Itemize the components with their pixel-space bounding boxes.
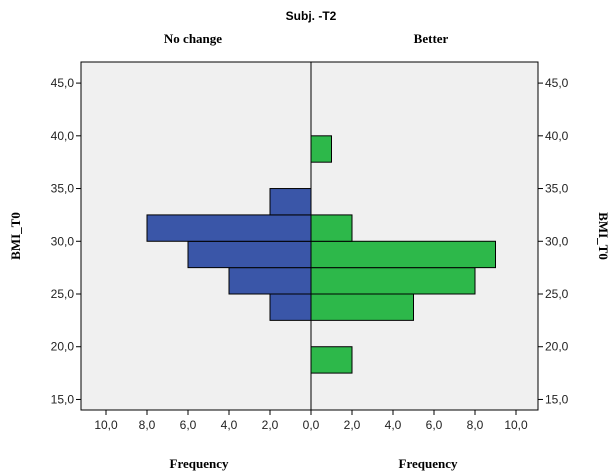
- bar-better-3: [310, 240, 496, 269]
- x-axis-title-left: Frequency: [170, 456, 229, 471]
- plot-frame: [80, 61, 539, 411]
- y-tick-label-left: 30,0: [51, 234, 75, 248]
- x-tick-label-left: 8,0: [139, 418, 156, 432]
- bar-better-4: [310, 214, 353, 242]
- y-tick-label-right: 30,0: [545, 234, 569, 248]
- bar-no-change-4: [269, 188, 312, 216]
- bar-no-change-0: [269, 293, 312, 321]
- panel-label-better: Better: [414, 31, 449, 46]
- bar-better-0: [310, 346, 353, 374]
- y-tick-label-left: 20,0: [51, 340, 75, 354]
- x-tick-label-right: 6,0: [426, 418, 443, 432]
- y-tick-label-right: 15,0: [545, 392, 569, 406]
- bar-better-1: [310, 293, 414, 321]
- y-tick-label-right: 20,0: [545, 340, 569, 354]
- y-tick-label-left: 25,0: [51, 287, 75, 301]
- x-tick-label-left: 2,0: [262, 418, 279, 432]
- panel-label-no-change: No change: [164, 31, 222, 46]
- x-tick-label-left: 6,0: [180, 418, 197, 432]
- y-tick-label-right: 45,0: [545, 76, 569, 90]
- x-tick-label-right: 2,0: [344, 418, 361, 432]
- bar-better-2: [310, 267, 476, 295]
- chart-title: Subj. -T2: [286, 9, 337, 23]
- x-tick-label-left: 10,0: [94, 418, 118, 432]
- y-tick-label-left: 40,0: [51, 129, 75, 143]
- x-tick-label-right: 4,0: [385, 418, 402, 432]
- y-tick-label-right: 25,0: [545, 287, 569, 301]
- y-axis-title-left: BMI_T0: [8, 212, 23, 260]
- x-axis-title-right: Frequency: [399, 456, 458, 471]
- bar-no-change-2: [187, 240, 312, 269]
- y-tick-label-right: 35,0: [545, 182, 569, 196]
- bar-better-5: [310, 135, 332, 163]
- y-tick-label-left: 45,0: [51, 76, 75, 90]
- y-tick-label-left: 35,0: [51, 182, 75, 196]
- y-axis-title-right: BMI_T0: [596, 212, 611, 260]
- x-tick-label-right: 0,0: [303, 418, 320, 432]
- bar-no-change-3: [146, 214, 312, 242]
- y-tick-label-left: 15,0: [51, 392, 75, 406]
- bar-no-change-1: [228, 267, 312, 295]
- y-tick-label-right: 40,0: [545, 129, 569, 143]
- x-tick-label-right: 8,0: [467, 418, 484, 432]
- x-tick-label-left: 4,0: [221, 418, 238, 432]
- x-tick-label-right: 10,0: [504, 418, 528, 432]
